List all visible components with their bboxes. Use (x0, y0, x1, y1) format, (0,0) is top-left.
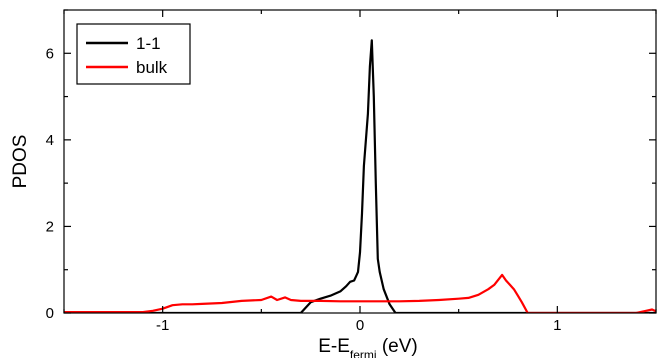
y-tick-label: 2 (46, 218, 54, 235)
x-tick-label: 0 (356, 317, 364, 334)
x-axis-title-subscript: fermi (350, 348, 377, 358)
x-axis-title-unit: (eV) (377, 336, 418, 357)
x-axis-title: E-Efermi (eV) (318, 336, 418, 358)
x-tick-label: -1 (156, 317, 169, 334)
x-axis-title-main: E-E (318, 336, 350, 357)
y-tick-label: 6 (46, 45, 54, 62)
legend-box (76, 23, 191, 85)
legend-label: 1-1 (136, 34, 161, 53)
y-tick-label: 4 (46, 132, 54, 149)
y-axis-title: PDOS (10, 135, 31, 189)
series-line-bulk (64, 273, 656, 313)
legend-label: bulk (136, 58, 168, 77)
y-tick-label: 0 (46, 305, 54, 322)
series-line-1-1 (64, 39, 656, 313)
x-tick-label: 1 (553, 317, 561, 334)
